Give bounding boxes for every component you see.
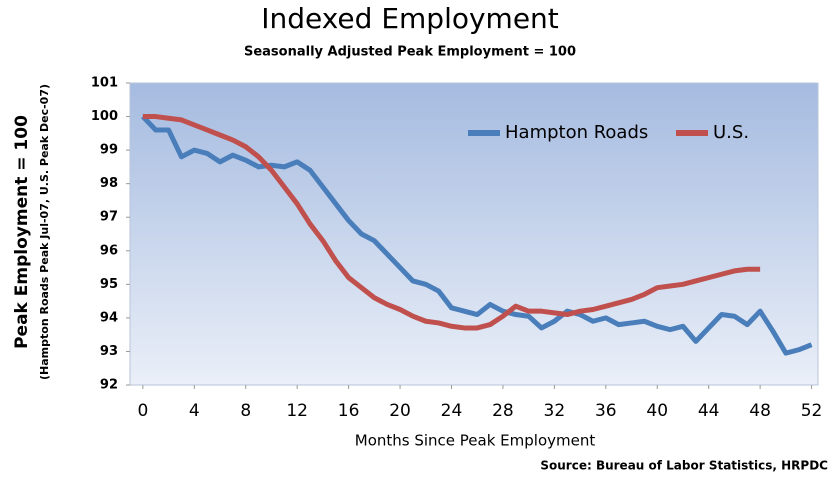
y-axis-note: (Hampton Roads Peak Jul-07, U.S. Peak De… xyxy=(38,84,51,380)
x-tick-label: 44 xyxy=(698,401,720,421)
y-tick-label: 98 xyxy=(100,176,118,191)
y-tick-label: 99 xyxy=(100,143,118,158)
x-axis-label: Months Since Peak Employment xyxy=(355,432,596,450)
x-tick-label: 16 xyxy=(338,401,360,421)
x-tick-label: 32 xyxy=(544,401,566,421)
x-tick-label: 12 xyxy=(286,401,308,421)
x-tick-label: 0 xyxy=(137,401,148,421)
x-tick-label: 24 xyxy=(441,401,463,421)
x-tick-label: 28 xyxy=(492,401,514,421)
x-tick-label: 4 xyxy=(189,401,200,421)
chart-subtitle: Seasonally Adjusted Peak Employment = 10… xyxy=(244,45,576,60)
legend-label: U.S. xyxy=(713,122,749,143)
x-tick-label: 52 xyxy=(801,401,823,421)
y-tick-label: 97 xyxy=(100,210,118,225)
chart-title: Indexed Employment xyxy=(261,2,559,35)
x-tick-label: 8 xyxy=(240,401,251,421)
data-line xyxy=(141,114,813,356)
source-note: Source: Bureau of Labor Statistics, HRPD… xyxy=(540,459,828,473)
y-tick-label: 101 xyxy=(91,76,118,91)
y-tick-label: 92 xyxy=(100,378,118,393)
x-tick-label: 20 xyxy=(389,401,411,421)
data-line xyxy=(142,114,761,331)
y-axis-label: Peak Employment = 100 xyxy=(12,115,32,349)
y-tick-label: 95 xyxy=(100,277,118,292)
x-tick-label: 40 xyxy=(646,401,668,421)
y-tick-label: 96 xyxy=(100,243,118,258)
legend-label: Hampton Roads xyxy=(505,122,648,143)
y-tick-label: 94 xyxy=(100,310,118,325)
x-tick-label: 48 xyxy=(749,401,771,421)
x-tick-label: 36 xyxy=(595,401,617,421)
y-tick-label: 100 xyxy=(91,109,118,124)
y-tick-label: 93 xyxy=(100,344,118,359)
